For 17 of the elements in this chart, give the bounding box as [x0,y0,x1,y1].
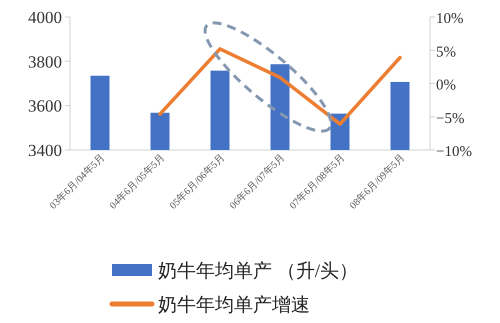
y-tick-label: 3400 [28,141,62,160]
legend-label: 奶牛年均单产增速 [158,295,310,316]
line-series [158,47,402,126]
x-tick-label: 08年6月/09年5月 [347,152,408,212]
y-tick-label: 3800 [28,52,62,72]
y2-tick-label: 10% [436,11,464,27]
x-tick-label: 07年6月/08年5月 [287,152,348,212]
x-tick-label: 06年6月/07年5月 [227,152,288,212]
y2-tick-label: 5% [436,44,456,60]
y2-tick-label: −10% [436,144,472,160]
legend-label: 奶牛年均单产 （升/头） [158,261,358,282]
x-tick-label: 05年6月/06年5月 [167,152,228,212]
y2-tick-label: −5% [436,110,464,127]
y-tick-label: 4000 [28,8,62,27]
y2-tick-label: 0% [436,78,456,94]
y-tick-label: 3600 [28,96,62,116]
x-tick-label: 04年6月/05年5月 [107,152,168,212]
